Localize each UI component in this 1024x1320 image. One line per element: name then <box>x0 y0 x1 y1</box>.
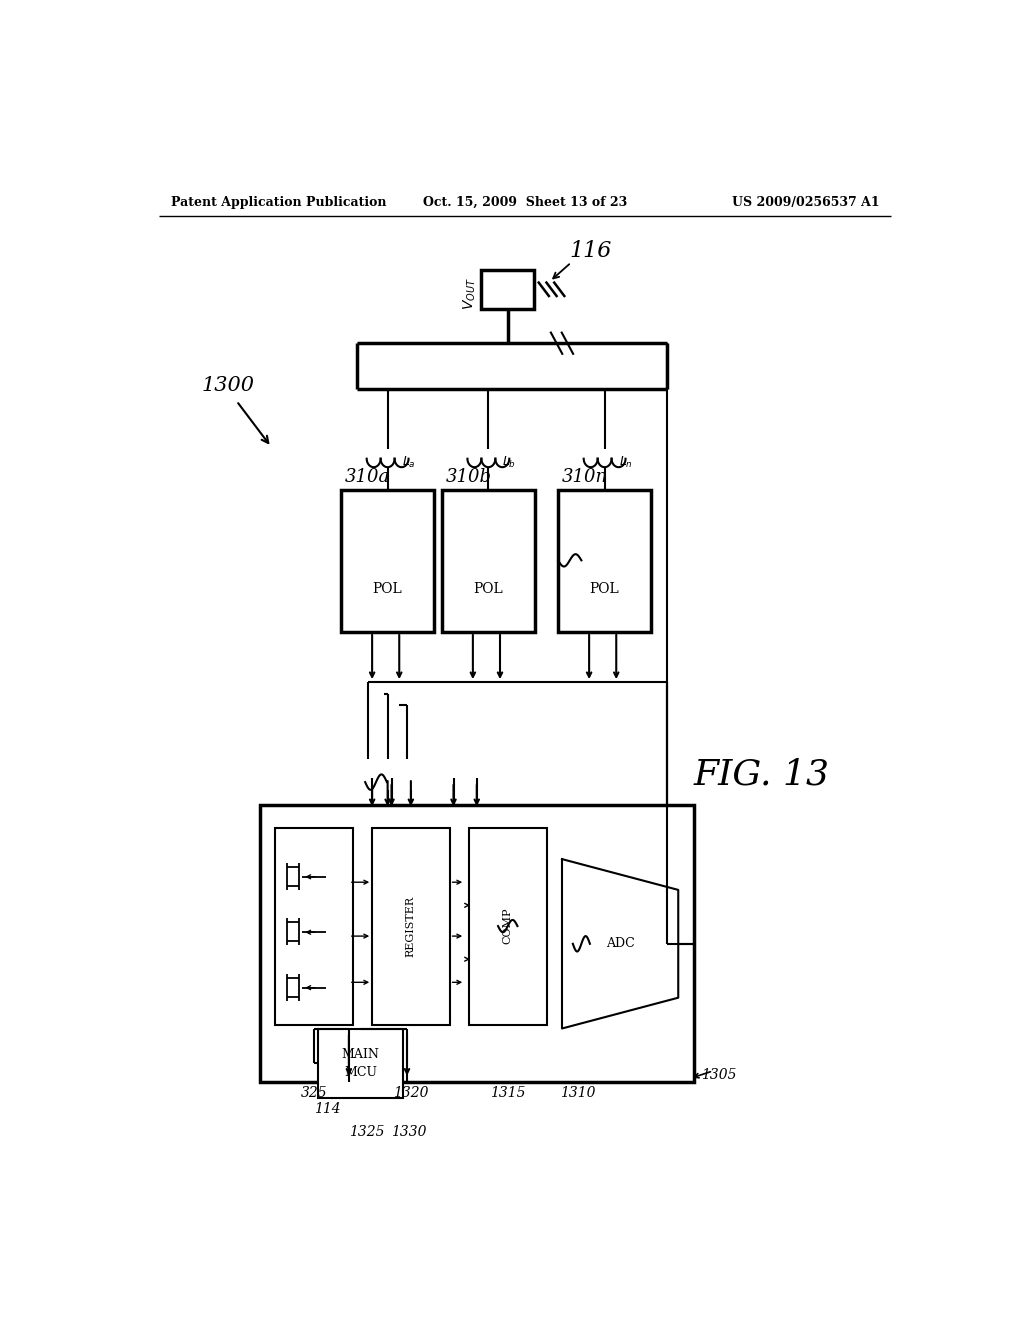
Text: POL: POL <box>373 582 402 597</box>
Text: FIG. 13: FIG. 13 <box>693 758 829 792</box>
Bar <box>341 490 434 632</box>
Bar <box>558 490 651 632</box>
Bar <box>481 271 535 309</box>
Text: 310a: 310a <box>345 467 390 486</box>
Text: 114: 114 <box>314 1102 341 1115</box>
Text: $L_{b}$: $L_{b}$ <box>503 455 516 470</box>
Text: US 2009/0256537 A1: US 2009/0256537 A1 <box>732 195 880 209</box>
Text: POL: POL <box>590 582 620 597</box>
Bar <box>442 490 535 632</box>
Text: COMP: COMP <box>503 908 513 944</box>
Text: 310b: 310b <box>445 467 492 486</box>
Polygon shape <box>562 859 678 1028</box>
Bar <box>317 1028 403 1098</box>
Text: 1320: 1320 <box>393 1086 429 1101</box>
Text: ADC: ADC <box>606 937 635 950</box>
Text: $L_{a}$: $L_{a}$ <box>401 455 416 470</box>
Text: 1315: 1315 <box>490 1086 525 1101</box>
Text: 310n: 310n <box>562 467 608 486</box>
Text: $V_{OUT}$: $V_{OUT}$ <box>461 277 477 310</box>
Text: REGISTER: REGISTER <box>406 895 416 957</box>
Bar <box>469 829 547 1024</box>
Text: 1330: 1330 <box>391 1125 427 1139</box>
Text: MAIN
MCU: MAIN MCU <box>342 1048 380 1078</box>
Text: 1325: 1325 <box>349 1125 384 1139</box>
Bar <box>275 829 352 1024</box>
Text: POL: POL <box>473 582 503 597</box>
Text: 1300: 1300 <box>202 376 255 395</box>
Text: 116: 116 <box>569 240 611 261</box>
Text: Oct. 15, 2009  Sheet 13 of 23: Oct. 15, 2009 Sheet 13 of 23 <box>423 195 627 209</box>
Text: 325: 325 <box>301 1086 328 1101</box>
Text: 1305: 1305 <box>701 1068 737 1081</box>
Text: $L_{n}$: $L_{n}$ <box>618 455 633 470</box>
Bar <box>260 805 693 1082</box>
Bar <box>372 829 450 1024</box>
Text: 1310: 1310 <box>560 1086 595 1101</box>
Text: Patent Application Publication: Patent Application Publication <box>171 195 386 209</box>
